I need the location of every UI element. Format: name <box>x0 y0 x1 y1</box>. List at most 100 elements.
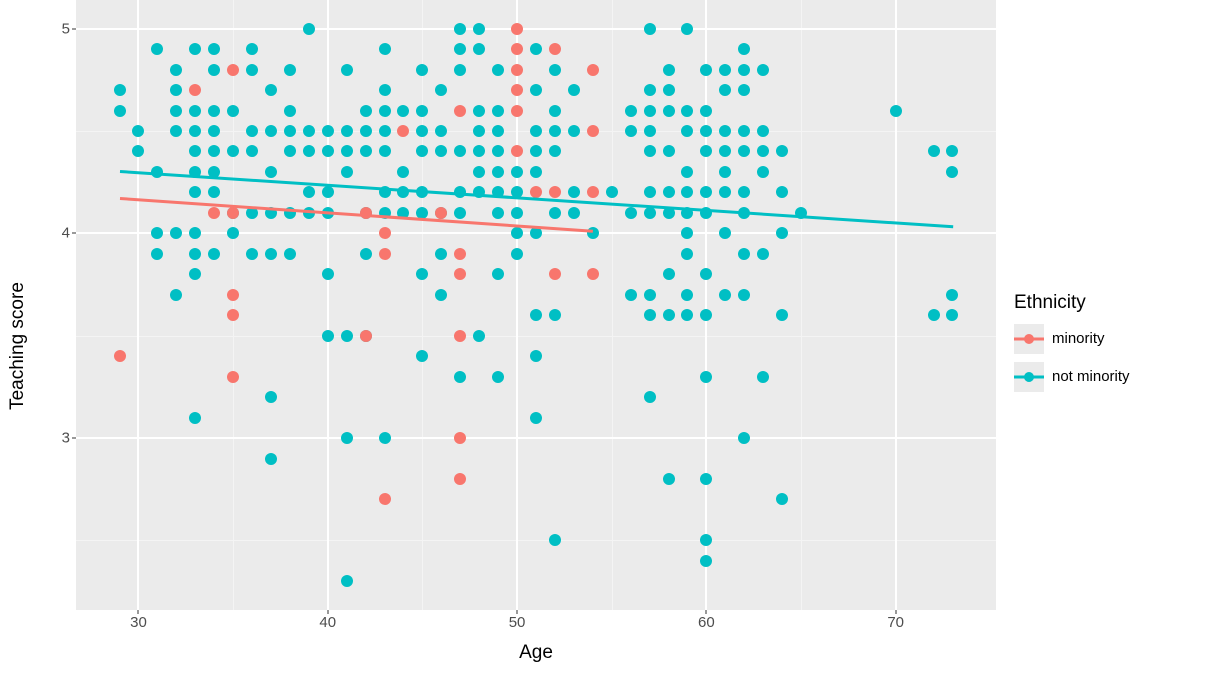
point-not-minority <box>700 64 712 76</box>
point-not-minority <box>208 64 220 76</box>
point-not-minority <box>946 145 958 157</box>
point-not-minority <box>644 309 656 321</box>
point-not-minority <box>454 23 466 35</box>
point-minority <box>511 105 523 117</box>
point-not-minority <box>265 84 277 96</box>
point-not-minority <box>492 145 504 157</box>
point-not-minority <box>170 84 182 96</box>
point-not-minority <box>549 534 561 546</box>
point-not-minority <box>170 289 182 301</box>
point-not-minority <box>757 64 769 76</box>
point-not-minority <box>757 248 769 260</box>
point-not-minority <box>738 84 750 96</box>
point-not-minority <box>170 64 182 76</box>
point-not-minority <box>227 105 239 117</box>
point-not-minority <box>700 145 712 157</box>
point-not-minority <box>738 248 750 260</box>
point-minority <box>511 64 523 76</box>
point-not-minority <box>189 145 201 157</box>
point-minority <box>549 186 561 198</box>
x-axis-ticks: 3040506070 <box>76 610 996 640</box>
point-not-minority <box>625 207 637 219</box>
point-not-minority <box>284 248 296 260</box>
point-not-minority <box>568 84 580 96</box>
point-not-minority <box>946 166 958 178</box>
point-not-minority <box>738 432 750 444</box>
point-not-minority <box>946 309 958 321</box>
point-not-minority <box>511 248 523 260</box>
point-not-minority <box>341 125 353 137</box>
point-not-minority <box>341 432 353 444</box>
point-not-minority <box>530 84 542 96</box>
y-axis-ticks: 345 <box>36 0 76 610</box>
point-not-minority <box>928 145 940 157</box>
point-not-minority <box>738 145 750 157</box>
point-not-minority <box>530 125 542 137</box>
point-not-minority <box>492 268 504 280</box>
point-not-minority <box>341 145 353 157</box>
point-not-minority <box>681 105 693 117</box>
chart-root: Teaching score 345 3040506070 Age Ethnic… <box>0 0 1228 691</box>
point-not-minority <box>379 432 391 444</box>
point-not-minority <box>303 186 315 198</box>
point-not-minority <box>360 145 372 157</box>
point-not-minority <box>511 227 523 239</box>
point-not-minority <box>227 145 239 157</box>
point-not-minority <box>208 43 220 55</box>
point-not-minority <box>700 309 712 321</box>
point-not-minority <box>454 145 466 157</box>
point-not-minority <box>246 248 258 260</box>
point-minority <box>360 330 372 342</box>
point-not-minority <box>284 145 296 157</box>
point-not-minority <box>246 145 258 157</box>
point-not-minority <box>227 227 239 239</box>
point-minority <box>511 84 523 96</box>
point-not-minority <box>644 207 656 219</box>
point-not-minority <box>644 145 656 157</box>
point-minority <box>511 23 523 35</box>
point-minority <box>587 64 599 76</box>
point-not-minority <box>246 43 258 55</box>
point-not-minority <box>681 248 693 260</box>
point-not-minority <box>360 125 372 137</box>
point-not-minority <box>341 166 353 178</box>
point-not-minority <box>644 391 656 403</box>
point-not-minority <box>416 125 428 137</box>
y-axis-title: Teaching score <box>7 282 29 410</box>
point-not-minority <box>681 125 693 137</box>
point-not-minority <box>265 166 277 178</box>
point-not-minority <box>530 166 542 178</box>
point-not-minority <box>549 207 561 219</box>
point-not-minority <box>473 145 485 157</box>
point-not-minority <box>379 125 391 137</box>
point-not-minority <box>681 23 693 35</box>
point-not-minority <box>606 186 618 198</box>
point-not-minority <box>435 289 447 301</box>
point-not-minority <box>416 145 428 157</box>
point-minority <box>227 309 239 321</box>
point-not-minority <box>738 289 750 301</box>
legend-label: not minority <box>1052 368 1130 385</box>
point-not-minority <box>492 125 504 137</box>
point-not-minority <box>663 473 675 485</box>
point-not-minority <box>549 64 561 76</box>
y-tick-label: 5 <box>62 20 70 37</box>
point-not-minority <box>454 64 466 76</box>
point-not-minority <box>189 186 201 198</box>
point-not-minority <box>360 248 372 260</box>
point-not-minority <box>625 125 637 137</box>
point-minority <box>454 432 466 444</box>
point-not-minority <box>151 227 163 239</box>
point-not-minority <box>568 207 580 219</box>
point-not-minority <box>776 227 788 239</box>
point-not-minority <box>341 64 353 76</box>
point-not-minority <box>246 64 258 76</box>
point-not-minority <box>492 105 504 117</box>
point-not-minority <box>700 534 712 546</box>
point-not-minority <box>719 166 731 178</box>
point-not-minority <box>208 186 220 198</box>
point-not-minority <box>681 289 693 301</box>
point-not-minority <box>189 43 201 55</box>
point-not-minority <box>303 125 315 137</box>
point-minority <box>227 207 239 219</box>
